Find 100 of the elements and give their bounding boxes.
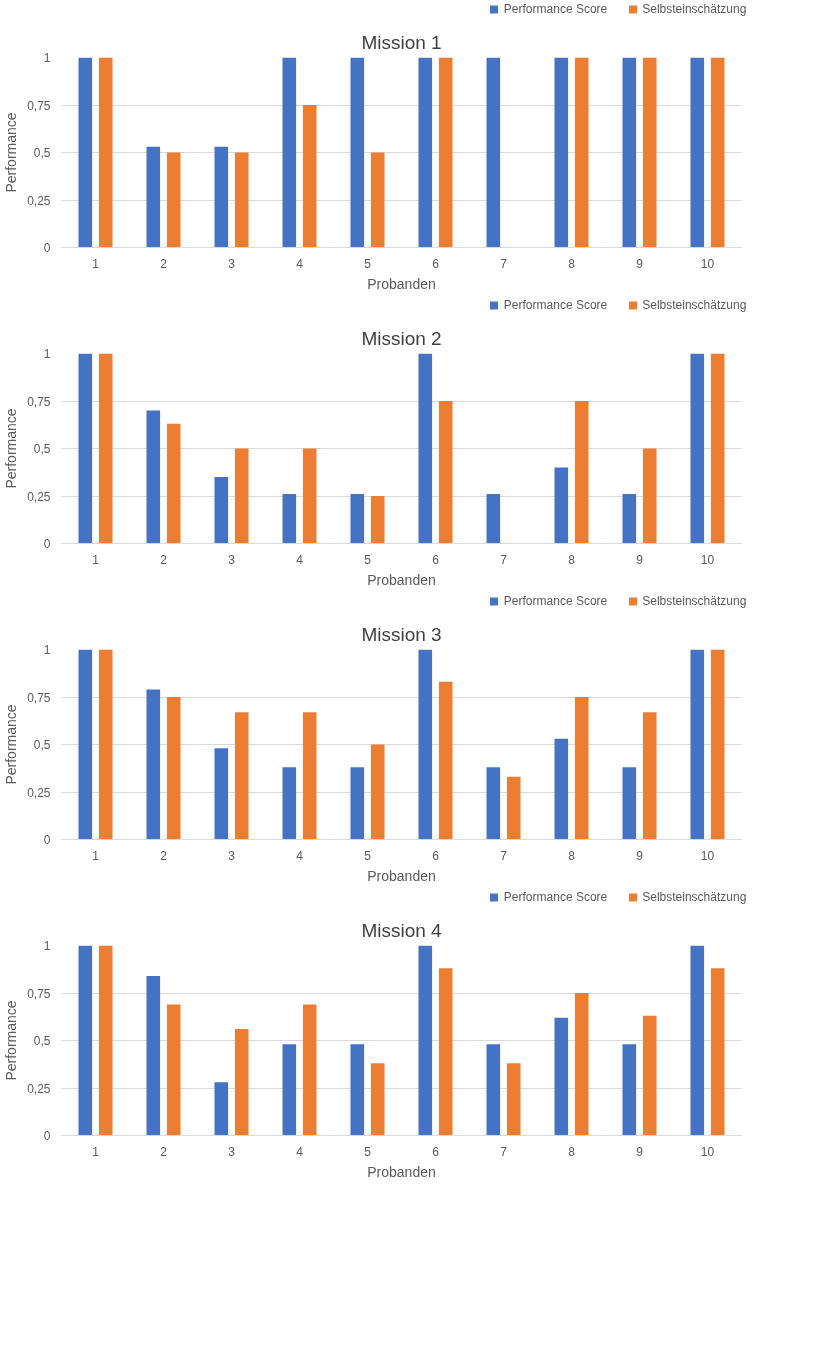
x-tick-label: 4 xyxy=(296,848,304,863)
y-tick-label: 0 xyxy=(43,537,51,551)
legend-label: Performance Score xyxy=(503,2,608,16)
bar xyxy=(418,353,433,544)
bar xyxy=(146,146,161,248)
bar xyxy=(642,712,657,840)
bar xyxy=(622,1044,637,1136)
bar xyxy=(146,410,161,544)
bar xyxy=(486,494,501,544)
x-tick-label: 3 xyxy=(228,552,236,567)
x-tick-label: 4 xyxy=(296,1144,304,1159)
x-tick-label: 6 xyxy=(432,256,440,271)
legend-label: Selbsteinschätzung xyxy=(642,298,747,312)
bar xyxy=(690,57,705,248)
bar xyxy=(350,767,365,840)
bar xyxy=(282,1044,297,1136)
bar xyxy=(710,353,725,544)
x-tick-label: 3 xyxy=(228,256,236,271)
bar xyxy=(554,467,569,544)
x-tick-label: 10 xyxy=(700,552,715,567)
bar xyxy=(166,423,181,544)
bar xyxy=(234,448,249,544)
bar xyxy=(370,496,385,544)
bar xyxy=(282,494,297,544)
legend-label: Selbsteinschätzung xyxy=(642,594,747,608)
bar xyxy=(438,401,453,544)
y-tick-label: 0,25 xyxy=(27,785,51,800)
x-tick-label: 6 xyxy=(432,848,440,863)
x-tick-label: 3 xyxy=(228,848,236,863)
bar xyxy=(350,494,365,544)
y-tick-label: 0,25 xyxy=(27,489,51,504)
bar xyxy=(554,1017,569,1136)
bar xyxy=(166,697,181,840)
x-tick-label: 1 xyxy=(92,848,100,863)
bar xyxy=(574,697,589,840)
bar xyxy=(418,57,433,248)
x-tick-label: 9 xyxy=(636,256,644,271)
bar xyxy=(350,57,365,248)
y-tick-label: 1 xyxy=(43,347,51,361)
bar xyxy=(214,146,229,248)
y-tick-label: 1 xyxy=(43,51,51,65)
bar xyxy=(622,767,637,840)
chart-title: Mission 3 xyxy=(361,623,442,645)
bar xyxy=(690,649,705,840)
x-tick-label: 5 xyxy=(364,848,372,863)
x-tick-label: 1 xyxy=(92,256,100,271)
bar xyxy=(302,105,317,248)
x-tick-label: 9 xyxy=(636,848,644,863)
x-tick-label: 4 xyxy=(296,552,304,567)
x-tick-label: 7 xyxy=(500,848,508,863)
x-tick-label: 2 xyxy=(160,848,168,863)
bar xyxy=(98,945,113,1136)
bar xyxy=(78,649,93,840)
legend-label: Selbsteinschätzung xyxy=(642,890,747,904)
x-tick-label: 4 xyxy=(296,256,304,271)
bar xyxy=(370,744,385,840)
chart-title: Mission 1 xyxy=(361,31,442,53)
legend-label: Performance Score xyxy=(503,298,608,312)
bar xyxy=(690,945,705,1136)
bar xyxy=(214,748,229,840)
x-tick-label: 7 xyxy=(500,552,508,567)
chart-title: Mission 2 xyxy=(361,327,442,349)
chart-title: Mission 4 xyxy=(361,919,443,941)
bar xyxy=(574,993,589,1136)
x-axis-title: Probanden xyxy=(367,867,436,884)
x-tick-label: 7 xyxy=(500,256,508,271)
x-tick-label: 10 xyxy=(700,256,715,271)
bar xyxy=(710,57,725,248)
bar xyxy=(302,448,317,544)
bar xyxy=(98,57,113,248)
x-tick-label: 9 xyxy=(636,1144,644,1159)
x-tick-label: 10 xyxy=(700,1144,715,1159)
y-tick-label: 0,75 xyxy=(27,690,51,705)
bar xyxy=(78,945,93,1136)
y-tick-label: 0,5 xyxy=(33,146,51,160)
bar xyxy=(350,1044,365,1136)
x-tick-label: 1 xyxy=(92,552,100,567)
y-axis-title: Performance xyxy=(3,1000,20,1081)
bar xyxy=(302,1004,317,1136)
bar xyxy=(302,712,317,840)
x-tick-label: 6 xyxy=(432,552,440,567)
x-axis-title: Probanden xyxy=(367,275,436,292)
y-axis-title: Performance xyxy=(3,704,20,785)
bar xyxy=(418,649,433,840)
x-tick-label: 10 xyxy=(700,848,715,863)
bar xyxy=(710,649,725,840)
bar xyxy=(506,776,521,840)
bar xyxy=(642,448,657,544)
x-axis-title: Probanden xyxy=(367,1163,436,1180)
y-tick-label: 0 xyxy=(43,241,51,255)
x-tick-label: 3 xyxy=(228,1144,236,1159)
bar xyxy=(486,767,501,840)
y-tick-label: 1 xyxy=(43,643,51,657)
bar xyxy=(574,401,589,544)
bar xyxy=(622,494,637,544)
bar xyxy=(438,57,453,248)
y-axis-title: Performance xyxy=(3,112,20,193)
y-tick-label: 0 xyxy=(43,1129,51,1143)
legend-label: Selbsteinschätzung xyxy=(642,2,747,16)
bar xyxy=(234,712,249,840)
